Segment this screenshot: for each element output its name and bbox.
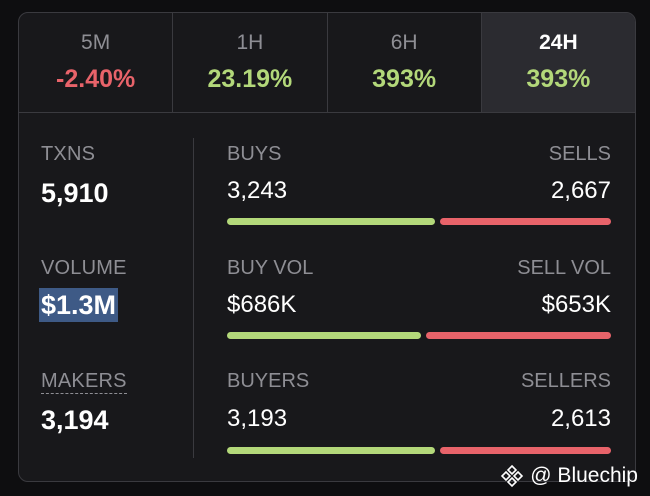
tab-5m[interactable]: 5M -2.40% [19, 13, 174, 112]
sells-bar [440, 218, 611, 225]
tab-1h-label: 1H [236, 31, 264, 54]
watermark-text: @ Bluechip [530, 464, 638, 487]
tab-24h-change: 393% [526, 65, 591, 93]
tab-6h[interactable]: 6H 393% [328, 13, 482, 112]
timeframe-tabs: 5M -2.40% 1H 23.19% 6H 393% 24H 393% [19, 13, 635, 113]
buys-label: BUYS [227, 143, 282, 165]
tab-24h-label: 24H [539, 31, 578, 54]
buys-bar [227, 218, 435, 225]
sell-vol-value: $653K [541, 291, 611, 318]
tab-24h[interactable]: 24H 393% [481, 13, 635, 112]
txns-value: 5,910 [41, 178, 109, 208]
makers-value: 3,194 [41, 405, 109, 435]
tab-6h-label: 6H [390, 31, 418, 54]
tab-5m-change: -2.40% [56, 65, 136, 93]
sell-vol-bar [426, 332, 611, 339]
buys-value: 3,243 [227, 177, 288, 204]
tab-1h-change: 23.19% [207, 65, 293, 93]
sellers-bar [440, 447, 611, 454]
makers-label[interactable]: MAKERS [41, 370, 127, 394]
binance-diamond-icon [501, 464, 524, 488]
buy-vol-value: $686K [227, 291, 297, 318]
buy-vol-label: BUY VOL [227, 257, 314, 279]
txns-label: TXNS [41, 143, 96, 165]
buyers-label: BUYERS [227, 370, 310, 392]
volume-label: VOLUME [41, 257, 127, 279]
volume-value[interactable]: $1.3M [39, 288, 119, 322]
tab-6h-change: 393% [372, 65, 437, 93]
column-divider [193, 138, 194, 458]
tab-5m-label: 5M [81, 31, 111, 54]
buyers-value: 3,193 [227, 405, 288, 432]
sellers-value: 2,613 [550, 405, 611, 432]
sells-label: SELLS [548, 143, 611, 165]
volume-value-wrap: $1.3M [39, 288, 119, 322]
buy-vol-bar [227, 332, 421, 339]
sellers-label: SELLERS [520, 370, 611, 392]
watermark: @ Bluechip [500, 464, 638, 488]
buyers-bar [227, 447, 435, 454]
sells-value: 2,667 [550, 177, 611, 204]
makers-label-wrap: MAKERS [41, 370, 127, 394]
tab-1h[interactable]: 1H 23.19% [173, 13, 328, 112]
transactions-stats-panel: 5M -2.40% 1H 23.19% 6H 393% 24H 393% TXN… [18, 12, 636, 482]
sell-vol-label: SELL VOL [517, 257, 611, 279]
